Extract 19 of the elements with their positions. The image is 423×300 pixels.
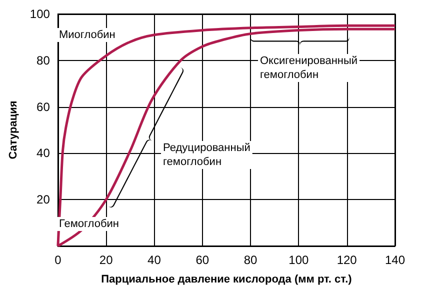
y-tick-label: 40 (36, 146, 50, 160)
y-axis-title: Сатурация (8, 100, 20, 160)
x-tick-label: 140 (384, 253, 406, 267)
y-tick-label: 60 (36, 100, 50, 114)
annotation: Миоглобин (59, 29, 116, 41)
x-tick-label: 20 (99, 253, 114, 267)
x-tick-label: 120 (336, 253, 358, 267)
x-tick-label: 80 (244, 253, 258, 267)
annotation: Оксигенированный гемоглобин (260, 55, 358, 81)
annotation: Редуцированный гемоглобин (163, 142, 250, 168)
x-axis-title: Парциальное давление кислорода (мм рт. ст.) (101, 274, 352, 286)
y-tick-label: 100 (30, 7, 50, 21)
annotation: Гемоглобин (59, 218, 119, 230)
x-tick-label: 40 (148, 253, 162, 267)
x-tick-label: 60 (196, 253, 210, 267)
y-tick-label: 80 (36, 53, 50, 68)
x-tick-label: 100 (288, 253, 310, 267)
y-tick-label: 20 (36, 192, 50, 207)
x-tick-label: 0 (54, 253, 62, 267)
